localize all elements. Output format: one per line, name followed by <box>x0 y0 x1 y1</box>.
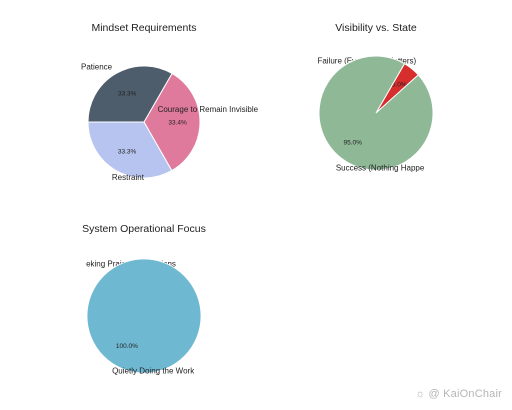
watermark: ☼ @ KaiOnChair <box>415 388 502 400</box>
watermark-text: @ KaiOnChair <box>428 388 502 400</box>
pie-slice <box>87 65 173 123</box>
slice-label: Success (Nothing Happe <box>336 164 425 173</box>
percent-label: 5.0% <box>392 82 407 89</box>
percent-label: 33.3% <box>118 90 137 97</box>
percent-label: 33.4% <box>168 120 187 127</box>
slice-label: Quietly Doing the Work <box>112 366 195 375</box>
slice-label: Patience <box>81 63 113 72</box>
pie-chart-2: Visibility vs. StateFailure (Everything … <box>317 22 434 173</box>
slice-label: Courage to Remain Invisible <box>158 105 259 114</box>
pie-slice <box>86 258 202 374</box>
chart-title: Visibility vs. State <box>335 22 417 34</box>
pie-slice <box>318 55 434 171</box>
chart-title: System Operational Focus <box>82 223 206 235</box>
percent-label: 33.3% <box>118 149 137 156</box>
sun-icon: ☼ <box>415 388 426 400</box>
pie-chart-3: System Operational Focuseking Praise/Not… <box>82 223 206 375</box>
chart-title: Mindset Requirements <box>91 22 196 34</box>
slice-label: Restraint <box>112 173 145 182</box>
percent-label: 100.0% <box>116 343 138 350</box>
pie-slice <box>87 121 173 179</box>
pie-chart-1: Mindset Requirements Courage to Remain In… <box>81 22 259 182</box>
percent-label: 95.0% <box>343 139 362 146</box>
